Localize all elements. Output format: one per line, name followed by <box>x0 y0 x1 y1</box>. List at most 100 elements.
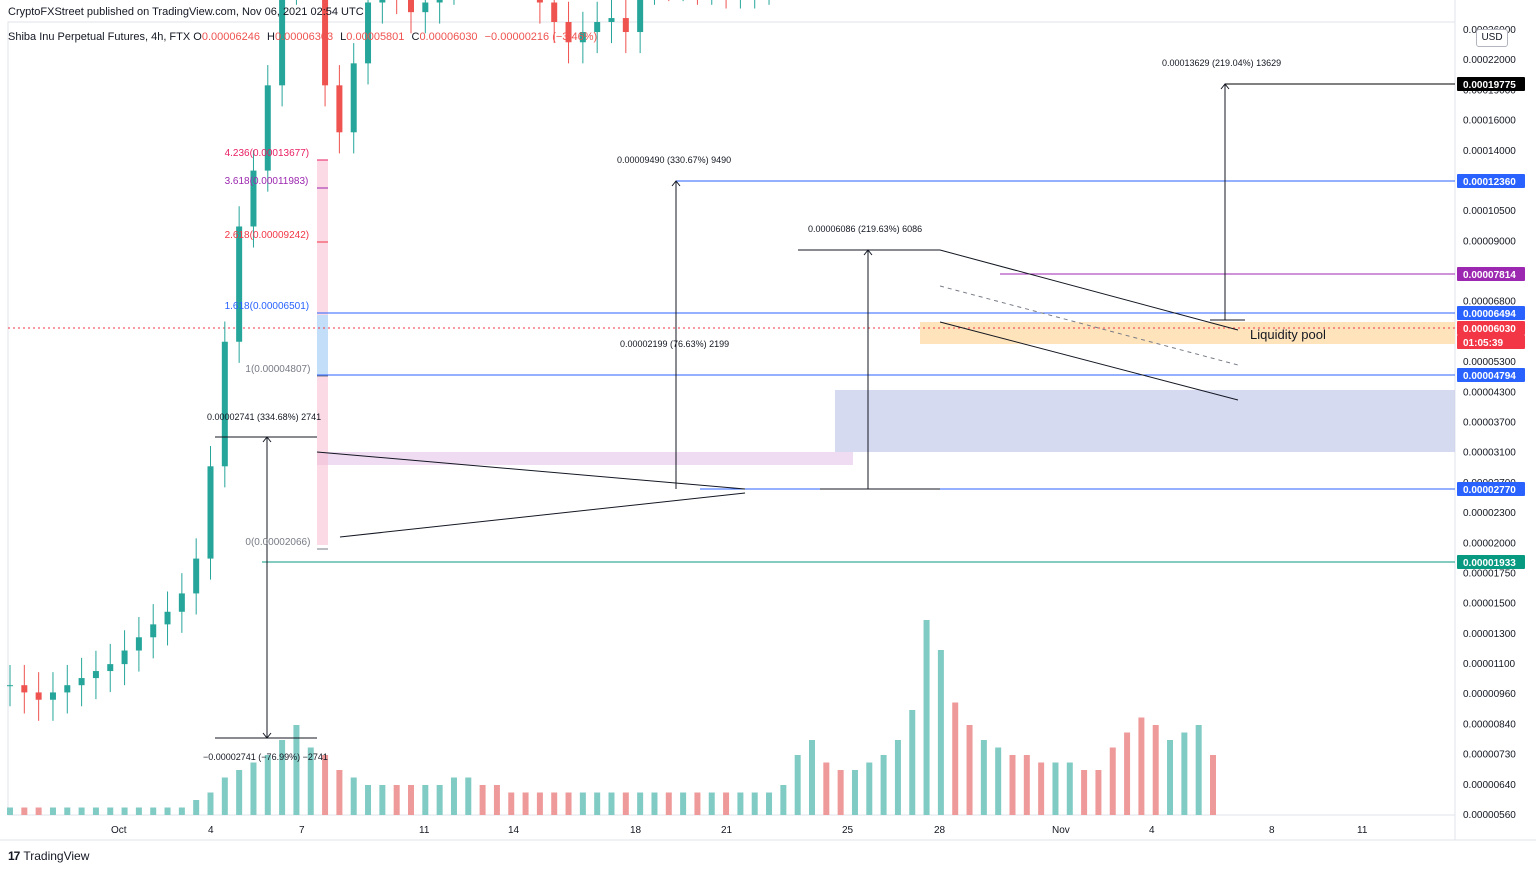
volume-bar <box>422 785 429 815</box>
price-tick-label: 0.00001750 <box>1463 568 1516 579</box>
high-value: 0.00006303 <box>274 31 334 43</box>
volume-bar <box>1138 717 1145 815</box>
volume-bar <box>365 785 372 815</box>
volume-bar <box>851 770 858 815</box>
volume-bar <box>250 762 257 815</box>
volume-bar <box>723 792 730 815</box>
time-tick-label: 18 <box>630 825 642 836</box>
candle-body <box>221 341 228 467</box>
volume-bar <box>21 807 28 815</box>
symbol-legend: Shiba Inu Perpetual Futures, 4h, FTX O0.… <box>8 31 601 43</box>
volume-bar <box>1109 747 1116 815</box>
volume-bar <box>1181 732 1188 815</box>
volume-bar <box>694 792 701 815</box>
volume-bar <box>1095 770 1102 815</box>
volume-bar <box>966 725 973 815</box>
volume-bar <box>608 792 615 815</box>
volume-bar <box>751 792 758 815</box>
volume-bar <box>780 785 787 815</box>
volume-bar <box>350 777 357 815</box>
volume-bar <box>651 792 658 815</box>
candle-body <box>579 32 586 43</box>
price-tick-label: 0.00000560 <box>1463 810 1516 821</box>
candle-body <box>78 678 85 686</box>
tradingview-logo-icon: 17 <box>8 849 20 863</box>
fib-label: 1.618(0.00006501) <box>225 301 310 312</box>
currency-button[interactable]: USD <box>1476 29 1508 47</box>
low-value: 0.00005801 <box>346 31 405 43</box>
price-tag-label: 0.00002770 <box>1463 485 1516 496</box>
volume-bar <box>7 807 13 815</box>
liquidity-pool-label: Liquidity pool <box>1250 327 1326 342</box>
measurement-label: 0.00002199 (76.63%) 2199 <box>620 339 729 349</box>
price-tag <box>1457 77 1525 91</box>
volume-bar <box>493 785 500 815</box>
volume-bar <box>980 740 987 815</box>
volume-bar <box>107 807 114 815</box>
price-tick-label: 0.00000640 <box>1463 780 1516 791</box>
price-tag <box>1457 482 1525 496</box>
candle-body <box>365 2 372 64</box>
price-tag <box>1457 335 1525 349</box>
volume-bar <box>336 770 343 815</box>
time-tick-label: 11 <box>1357 825 1368 836</box>
volume-bar <box>1052 762 1059 815</box>
close-label: C <box>411 31 420 43</box>
volume-bar <box>594 792 601 815</box>
channel-mid-line <box>939 285 1239 366</box>
candle-body <box>594 22 601 33</box>
price-tag-label: 0.00004794 <box>1463 371 1516 382</box>
volume-bar <box>737 792 744 815</box>
volume-bar <box>436 785 443 815</box>
price-tick-label: 0.00016000 <box>1463 116 1516 127</box>
price-tag <box>1457 174 1525 188</box>
candle-body <box>551 2 558 23</box>
volume-bar <box>637 792 644 815</box>
candle-body <box>150 624 157 638</box>
measurement-label: 0.00009490 (330.67%) 9490 <box>617 155 731 165</box>
candle-body <box>64 685 71 693</box>
time-tick-label: 28 <box>934 825 946 836</box>
volume-bar <box>508 792 515 815</box>
volume-bar <box>522 792 529 815</box>
measurement-label: 0.00002741 (334.68%) 2741 <box>207 412 321 422</box>
price-tag-label: 0.00019775 <box>1463 80 1516 91</box>
fib-label: 1(0.00004807) <box>245 364 310 375</box>
candle-body <box>322 0 329 86</box>
price-tick-label: 0.00000730 <box>1463 750 1516 761</box>
volume-bar <box>293 725 300 815</box>
open-value: 0.00006246 <box>201 31 260 43</box>
volume-bar <box>150 807 157 815</box>
volume-bar <box>1152 725 1159 815</box>
volume-bar <box>479 785 486 815</box>
candle-body <box>637 0 644 33</box>
time-tick-label: Nov <box>1052 825 1070 836</box>
volume-bar <box>135 807 142 815</box>
time-tick-label: 11 <box>419 825 430 836</box>
time-tick-label: 4 <box>208 825 214 836</box>
volume-bar <box>823 762 830 815</box>
candle-body <box>121 650 128 665</box>
volume-bar <box>264 755 271 815</box>
time-tick-label: 7 <box>299 825 305 836</box>
volume-bar <box>35 807 42 815</box>
volume-bar <box>1081 770 1088 815</box>
time-tick-label: 25 <box>842 825 854 836</box>
candle-body <box>422 2 429 13</box>
volume-bar <box>64 807 71 815</box>
volume-bar <box>121 807 128 815</box>
volume-bar <box>279 740 286 815</box>
volume-bar <box>379 785 386 815</box>
liquidity-pool-zone <box>920 322 1455 344</box>
time-tick-label: 14 <box>508 825 520 836</box>
price-tag <box>1457 267 1525 281</box>
symbol-name[interactable]: Shiba Inu Perpetual Futures, 4h, FTX <box>8 31 191 43</box>
measurement-label: 0.00013629 (219.04%) 13629 <box>1162 58 1281 68</box>
volume-bar <box>1210 755 1216 815</box>
volume-bar <box>465 777 472 815</box>
footer: 17 TradingView <box>8 849 89 863</box>
volume-bar <box>193 800 200 815</box>
candle-body <box>236 226 243 342</box>
